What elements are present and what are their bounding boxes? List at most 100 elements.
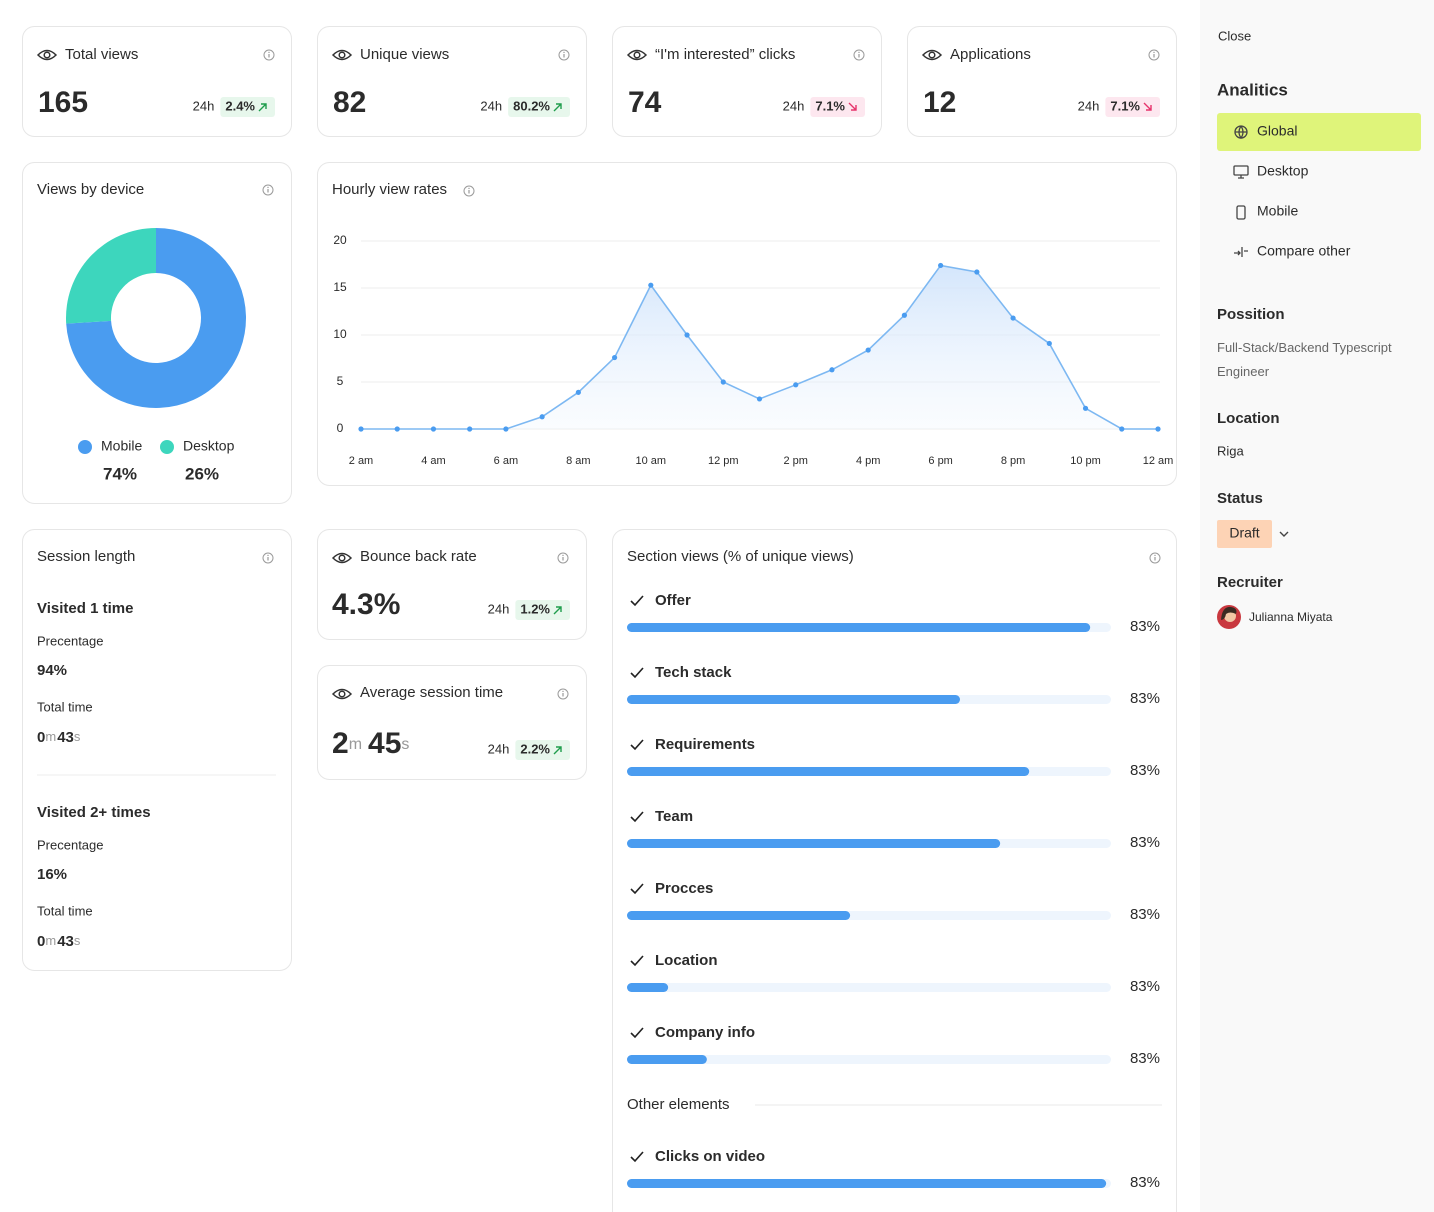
point [793, 382, 799, 388]
eye-icon [331, 49, 353, 61]
point [539, 414, 545, 420]
group-heading: Visited 1 time [37, 600, 133, 617]
section-heading: Possition [1217, 306, 1285, 323]
stat-value: 4.3% [332, 588, 400, 621]
nav-item[interactable]: Compare other [1234, 243, 1351, 259]
bar [627, 911, 851, 920]
area [361, 265, 1158, 429]
nav-item[interactable]: Desktop [1233, 163, 1309, 179]
card-title: Session length [37, 548, 135, 565]
card [317, 26, 587, 137]
eye-outline [331, 49, 353, 61]
info-icon[interactable] [558, 49, 570, 61]
status-badge [1217, 520, 1272, 548]
card [317, 529, 587, 640]
section-heading: Location [1217, 410, 1280, 427]
info-icon[interactable] [853, 49, 865, 61]
info-icon[interactable] [262, 552, 274, 564]
section-heading: Status [1217, 490, 1263, 507]
nav-active-bg [1217, 113, 1421, 151]
info-dot [562, 690, 564, 693]
stat-title: Unique views [360, 46, 449, 63]
x-tick-label: 2 pm [783, 455, 807, 467]
check-icon [630, 739, 644, 751]
close-link[interactable]: Close [1218, 28, 1251, 43]
info-icon[interactable] [1149, 552, 1161, 564]
section-name: Procces [655, 880, 713, 897]
info-circle [262, 184, 274, 196]
change-value: 1.2% [520, 601, 550, 616]
minutes-unit: m [45, 729, 56, 744]
nav-label: Mobile [1257, 203, 1298, 219]
point [756, 396, 763, 402]
point [575, 389, 581, 395]
legend-dot [160, 440, 174, 454]
info-icon[interactable] [463, 185, 475, 197]
time-value: 0m43s [37, 729, 81, 746]
bar-track [627, 983, 1111, 992]
eye-icon [331, 688, 353, 700]
point [467, 426, 473, 432]
x-tick-label: 8 am [566, 455, 590, 467]
info-icon[interactable] [557, 688, 569, 700]
check-icon [630, 1027, 644, 1039]
point [829, 367, 835, 373]
eye-pupil [338, 690, 346, 698]
change-badge [508, 97, 570, 117]
eye-outline [331, 688, 353, 700]
bar [627, 1179, 1107, 1188]
eye-outline [921, 49, 943, 61]
section-value: 83% [1130, 762, 1160, 779]
bar [627, 767, 1030, 776]
point [1082, 405, 1089, 411]
pct-value: 16% [37, 866, 67, 883]
y-tick-label: 10 [333, 327, 347, 341]
y-tick-label: 20 [333, 233, 347, 247]
change-badge [810, 97, 865, 117]
x-tick-label: 12 am [1143, 455, 1174, 467]
trend-arrow [553, 606, 562, 615]
status-dropdown[interactable]: Draft [1217, 520, 1289, 548]
card [907, 26, 1177, 137]
info-dot [562, 554, 564, 557]
info-icon[interactable] [557, 552, 569, 564]
info-dot [1153, 51, 1155, 54]
eye-icon [921, 49, 943, 61]
nav-label: Desktop [1257, 163, 1309, 179]
point [503, 426, 509, 432]
bar [627, 983, 669, 992]
bar [627, 1055, 707, 1064]
info-circle [853, 49, 865, 61]
section-value: 83% [1130, 834, 1160, 851]
card-title: Views by device [37, 181, 144, 198]
point [394, 426, 400, 432]
info-icon[interactable] [262, 184, 274, 196]
check-icon [630, 595, 644, 607]
info-icon[interactable] [1148, 49, 1160, 61]
location-value: Riga [1217, 443, 1245, 458]
info-circle [1148, 49, 1160, 61]
info-circle [557, 688, 569, 700]
status-value: Draft [1229, 525, 1259, 541]
point [1155, 426, 1161, 432]
info-icon[interactable] [263, 49, 275, 61]
nav-item[interactable]: Mobile [1236, 203, 1298, 220]
section-value: 83% [1130, 618, 1160, 635]
eye-outline [626, 49, 648, 61]
position-value: Full-Stack/Backend Typescript Engineer [1217, 340, 1392, 379]
position-box: Full-Stack/Backend Typescript Engineer [1217, 340, 1392, 379]
section-name: Location [655, 952, 718, 969]
change-value: 7.1% [1110, 98, 1140, 113]
nav-item[interactable]: Global [1217, 113, 1421, 151]
section-value: 83% [1130, 906, 1160, 923]
trend-arrow [553, 746, 562, 755]
pct-value: 94% [37, 662, 67, 679]
check-icon [630, 883, 644, 895]
change-badge [515, 740, 570, 760]
section-name: Offer [655, 592, 691, 609]
check-icon [630, 955, 644, 967]
sidebar-bg [1200, 0, 1434, 1212]
period: 24h [480, 98, 502, 113]
bar [627, 623, 1091, 632]
info-dot [267, 186, 269, 189]
